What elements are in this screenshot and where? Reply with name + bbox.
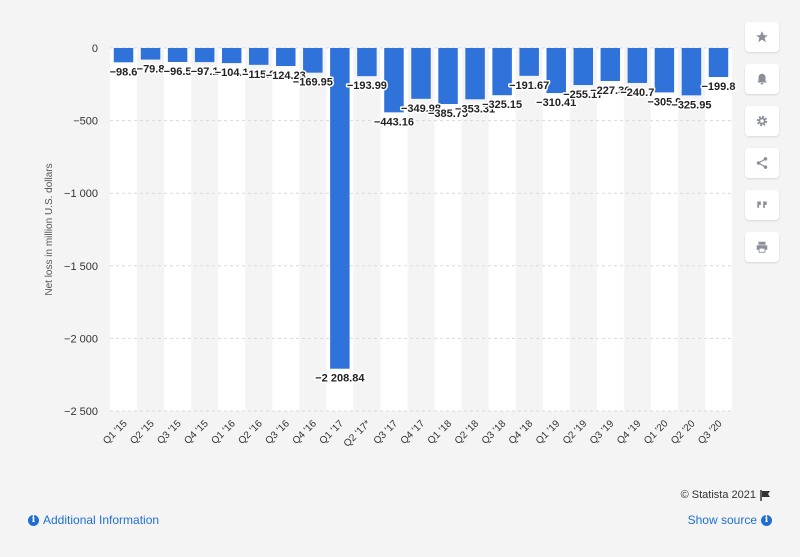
bars <box>113 48 729 369</box>
column-band <box>272 48 300 411</box>
credit-text: © Statista 2021 <box>680 489 756 501</box>
data-label: −79.8 <box>137 64 165 76</box>
star-icon <box>756 31 768 43</box>
quote-icon <box>757 201 767 208</box>
y-tick-label: −2 000 <box>64 333 98 345</box>
bell-icon <box>757 73 767 85</box>
data-label: −199.8 <box>702 81 736 93</box>
info-icon: i <box>28 514 39 526</box>
settings-button[interactable] <box>745 106 779 136</box>
bar <box>465 48 485 100</box>
notification-button[interactable] <box>745 64 779 94</box>
data-label: −124.23 <box>266 70 306 82</box>
bar <box>573 48 593 86</box>
bar <box>546 48 566 94</box>
data-label: −191.67 <box>509 80 549 92</box>
column-band <box>542 48 570 411</box>
column-band <box>164 48 192 411</box>
bar <box>113 48 134 63</box>
column-band <box>434 48 462 411</box>
bar <box>708 48 729 78</box>
data-label: −443.16 <box>374 116 414 128</box>
bar <box>681 48 702 96</box>
gear-icon <box>756 115 768 127</box>
y-tick-label: −2 500 <box>64 406 98 418</box>
cite-button[interactable] <box>745 190 779 220</box>
flag-icon <box>760 489 770 501</box>
bar <box>276 48 296 67</box>
column-band <box>650 48 678 411</box>
data-label: −104.1 <box>215 67 249 79</box>
y-tick-label: −1 000 <box>64 188 98 200</box>
bar <box>303 48 323 73</box>
data-label: −349.98 <box>401 103 441 115</box>
bar <box>438 48 458 105</box>
data-label: −353.31 <box>455 103 495 115</box>
data-label: −98.6 <box>110 66 138 78</box>
data-label: −310.41 <box>536 97 576 109</box>
additional-information-label: Additional Information <box>43 513 160 527</box>
bar <box>600 48 621 82</box>
data-label: −305.9 <box>647 96 681 108</box>
column-bands <box>110 48 732 411</box>
info-icon: i <box>761 514 772 526</box>
bar <box>167 48 188 63</box>
data-label: −115.9 <box>242 69 275 81</box>
data-label: −193.99 <box>347 80 387 92</box>
data-label: −325.15 <box>482 99 522 111</box>
additional-information-link[interactable]: i Additional Information <box>28 513 159 527</box>
show-source-label: Show source <box>687 513 757 527</box>
data-label: −385.79 <box>428 108 468 120</box>
column-band <box>488 48 516 411</box>
data-label: −97.1 <box>191 66 219 78</box>
data-label: −169.95 <box>293 77 333 89</box>
y-axis: 0 −500 −1 000 −1 500 −2 000 −2 500 <box>64 43 98 418</box>
show-source-link[interactable]: Show source i <box>688 513 772 527</box>
bar <box>519 48 539 76</box>
data-label: −240.7 <box>620 87 654 99</box>
bar <box>249 48 269 65</box>
y-tick-label: −500 <box>73 116 98 128</box>
bar <box>654 48 675 93</box>
bar <box>627 48 648 83</box>
data-label: −255.17 <box>563 89 603 101</box>
data-labels: −98.6 −79.8 −96.5 −97.1−104.1−115.9−124.23−… <box>108 62 737 386</box>
y-tick-label: 0 <box>92 43 98 55</box>
bar <box>221 48 242 64</box>
data-label: −2 208.84 <box>315 373 365 385</box>
print-button[interactable] <box>745 232 779 262</box>
share-icon <box>756 157 768 169</box>
data-label: −96.5 <box>164 66 192 78</box>
y-axis-label: Net loss in million U.S. dollars <box>44 163 55 295</box>
favorite-button[interactable] <box>745 22 779 52</box>
column-band <box>704 48 732 411</box>
column-band <box>218 48 246 411</box>
statista-credit: © Statista 2021 <box>681 489 772 501</box>
print-icon <box>756 241 768 253</box>
bar <box>330 48 350 369</box>
y-tick-label: −1 500 <box>64 261 98 273</box>
column-band <box>596 48 624 411</box>
bar <box>194 48 215 63</box>
bar <box>492 48 512 96</box>
data-label: −325.95 <box>671 99 711 111</box>
data-label: −227.36 <box>590 85 630 97</box>
bar <box>357 48 377 77</box>
column-band <box>110 48 138 411</box>
bar <box>140 48 161 60</box>
bar <box>411 48 431 99</box>
bar <box>384 48 404 113</box>
share-button[interactable] <box>745 148 779 178</box>
